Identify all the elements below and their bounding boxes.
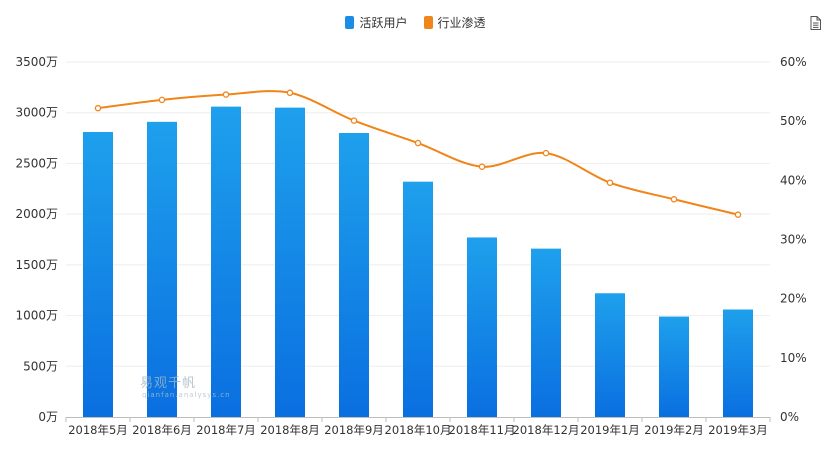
line-point — [222, 91, 230, 98]
x-axis-tick-label: 2018年12月 — [513, 423, 580, 437]
bar — [83, 131, 113, 417]
line-point — [734, 211, 742, 218]
x-axis-tick-label: 2018年5月 — [68, 423, 128, 437]
line-point — [158, 96, 166, 104]
legend-label-penetration: 行业渗透 — [437, 16, 486, 30]
bar — [723, 309, 753, 417]
x-axis-tick-label: 2018年10月 — [385, 423, 452, 437]
left-axis-tick-label: 0万 — [38, 410, 58, 424]
bar — [531, 248, 561, 417]
x-axis-tick-label: 2018年9月 — [324, 423, 384, 437]
line-point — [94, 104, 102, 112]
x-axis-tick-label: 2019年3月 — [708, 423, 768, 437]
legend-item-penetration[interactable]: 行业渗透 — [423, 14, 486, 31]
right-y-axis: 0% 10% 20% 30% 40% 50% 60% — [780, 55, 807, 424]
left-axis-tick-label: 500万 — [23, 359, 58, 373]
right-axis-tick-label: 50% — [780, 114, 807, 128]
line-point — [478, 163, 486, 170]
bar — [147, 121, 177, 417]
watermark: 易观千帆 qianfan.analysys.cn — [140, 372, 231, 399]
bar — [403, 181, 433, 417]
legend: 活跃用户 行业渗透 — [0, 14, 831, 31]
x-axis: 2018年5月 2018年6月 2018年7月 2018年8月 2018年9月 2018年… — [65, 417, 771, 437]
legend-swatch-bar — [345, 16, 355, 29]
left-axis-tick-label: 3500万 — [15, 55, 58, 69]
x-axis-tick-label: 2019年2月 — [644, 423, 704, 437]
right-axis-tick-label: 40% — [780, 173, 807, 187]
legend-swatch-line — [423, 16, 433, 29]
line-point — [414, 139, 422, 147]
active-users-bars — [83, 106, 753, 418]
line-point — [606, 179, 614, 186]
legend-item-active-users[interactable]: 活跃用户 — [345, 14, 408, 31]
x-axis-tick-label: 2018年11月 — [449, 423, 516, 437]
bar — [595, 293, 625, 417]
left-axis-tick-label: 1000万 — [15, 309, 58, 323]
x-axis-tick-label: 2018年7月 — [196, 423, 256, 437]
document-icon[interactable] — [810, 16, 821, 30]
x-axis-tick-label: 2019年1月 — [580, 423, 640, 437]
bar — [467, 237, 497, 417]
left-axis-tick-label: 2500万 — [15, 156, 58, 170]
line-point — [286, 89, 294, 97]
left-axis-tick-label: 1500万 — [15, 258, 58, 272]
x-axis-tick-label: 2018年6月 — [132, 423, 192, 437]
watermark-title: 易观千帆 — [140, 376, 197, 391]
bar — [211, 106, 241, 417]
bar — [339, 133, 369, 417]
right-axis-tick-label: 0% — [780, 410, 799, 424]
line-point — [350, 117, 358, 124]
left-axis-tick-label: 2000万 — [15, 207, 58, 221]
right-axis-tick-label: 60% — [780, 55, 807, 69]
line-point — [670, 196, 678, 203]
line-point — [542, 149, 550, 157]
x-axis-tick-label: 2018年8月 — [260, 423, 320, 437]
right-axis-tick-label: 30% — [780, 233, 807, 247]
bar — [659, 316, 689, 417]
watermark-subtitle: qianfan.analysys.cn — [142, 391, 231, 399]
legend-label-active-users: 活跃用户 — [359, 16, 408, 30]
right-axis-tick-label: 10% — [780, 351, 807, 365]
bar — [275, 107, 305, 418]
left-axis-tick-label: 3000万 — [15, 106, 58, 120]
left-y-axis: 0万 500万 1000万 1500万 2000万 2500万 3000万 3500万 — [15, 55, 58, 424]
right-axis-tick-label: 20% — [780, 292, 807, 306]
penetration-line-series — [94, 89, 742, 218]
